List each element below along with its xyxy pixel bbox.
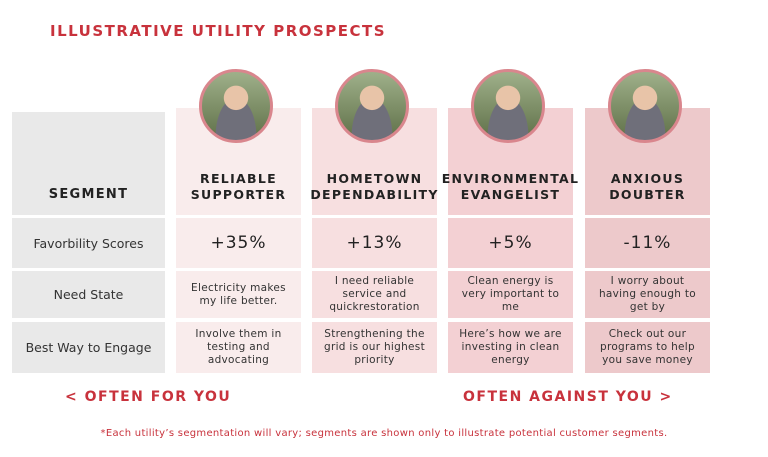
segment-photo: [471, 69, 545, 143]
row-header: Favorbility Scores: [12, 218, 165, 268]
segment-photo: [335, 69, 409, 143]
segment-name: HOMETOWN DEPENDABILITY: [310, 108, 437, 215]
segment-cell: -11%: [585, 218, 710, 268]
footnote: *Each utility’s segmentation will vary; …: [100, 428, 668, 439]
title: ILLUSTRATIVE UTILITY PROSPECTS: [50, 22, 387, 40]
segment-cell: +5%: [448, 218, 573, 268]
often-against-you: OFTEN AGAINST YOU >: [463, 389, 673, 405]
often-for-you: < OFTEN FOR YOU: [65, 389, 232, 405]
segment-cell: Strengthening the grid is our highest pr…: [312, 322, 437, 373]
segment-cell: Clean energy is very important to me: [448, 271, 573, 318]
segment-cell: I need reliable service and quickrestora…: [312, 271, 437, 318]
segment-cell: Here’s how we are investing in clean ene…: [448, 322, 573, 373]
segment-photo: [608, 69, 682, 143]
segment-cell: Involve them in testing and advocating: [176, 322, 301, 373]
row-header: Need State: [12, 271, 165, 318]
segment-photo: [199, 69, 273, 143]
segment-cell: Electricity makes my life better.: [176, 271, 301, 318]
segment-cell: Check out our programs to help you save …: [585, 322, 710, 373]
row-header: Best Way to Engage: [12, 322, 165, 373]
segment-cell: +35%: [176, 218, 301, 268]
corner-header: SEGMENT: [12, 112, 165, 215]
segment-cell: I worry about having enough to get by: [585, 271, 710, 318]
segment-cell: +13%: [312, 218, 437, 268]
